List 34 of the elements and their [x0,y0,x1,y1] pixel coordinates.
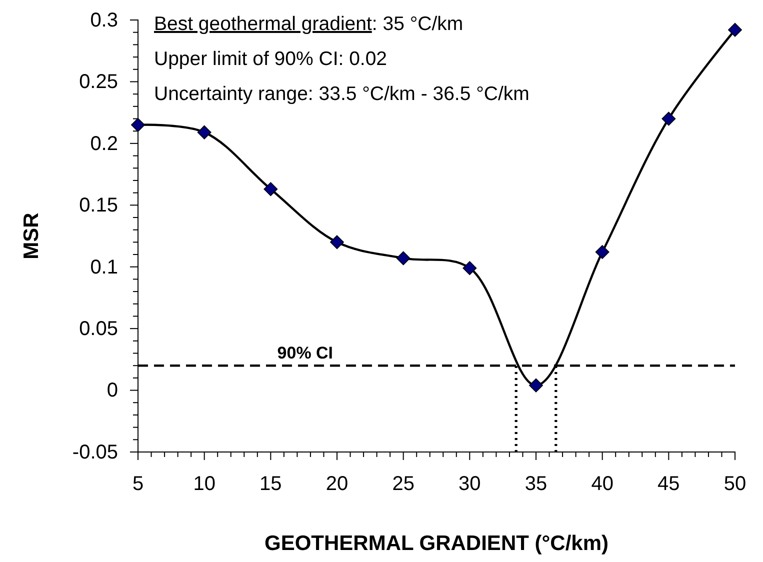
y-tick-label: 0 [106,380,118,402]
point [131,118,145,132]
point [264,182,278,196]
y-tick-label: 0.3 [90,9,118,32]
x-tick-label: 10 [193,473,216,496]
annotation: Upper limit of 90% CI: 0.02 [154,48,388,70]
y-tick-label: 0.25 [79,71,118,94]
y-tick-label: 0.1 [90,256,118,278]
x-tick-label: 50 [724,473,746,496]
y-axis-title: MSR [20,212,43,260]
x-tick-label: 20 [326,473,348,496]
x-tick-label: 25 [392,473,414,496]
annotation: Uncertainty range: 33.5 °C/km - 36.5 °C/km [154,83,530,105]
point [330,235,344,250]
point [728,22,742,37]
point [662,112,676,126]
x-tick-label: 35 [524,473,548,496]
ref-line-label: 90% CI [277,344,334,363]
x-tick-label: 5 [132,473,144,496]
point [396,251,410,266]
point [595,245,610,260]
annotation: Best geothermal gradient: 35 °C/km [154,13,464,35]
y-tick-label: 0.2 [90,132,118,155]
x-tick-label: 15 [260,473,282,496]
x-tick-label: 40 [591,473,614,496]
x-axis-title: GEOTHERMAL GRADIENT (°C/km) [264,532,609,555]
y-tick-label: 0.15 [79,194,118,217]
x-tick-label: 30 [458,473,481,496]
point [462,261,477,276]
x-tick-label: 45 [658,473,680,496]
point [529,378,543,392]
point [197,125,212,140]
y-tick-label: -0.05 [72,441,118,464]
y-tick-label: 0.05 [79,318,118,340]
